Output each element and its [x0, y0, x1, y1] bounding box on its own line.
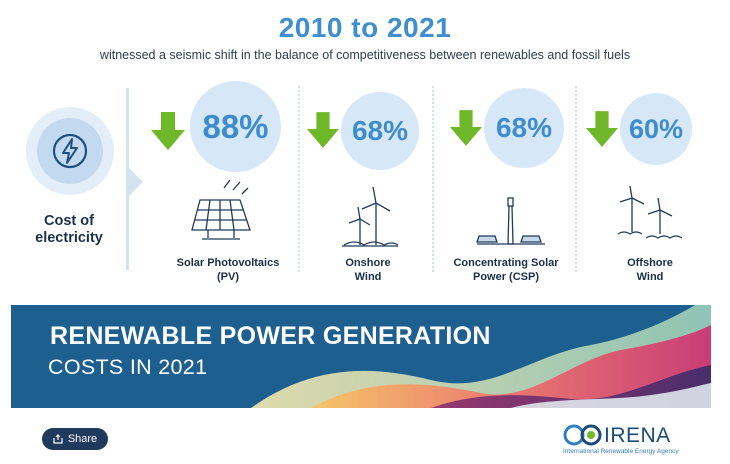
down-arrow-icon	[307, 112, 339, 148]
tech-label-line1: Solar Photovoltaics	[176, 257, 280, 269]
csp-tower-icon	[476, 197, 545, 245]
divider-dotted	[432, 86, 434, 272]
tech-label-line1: Concentrating Solar	[453, 257, 559, 269]
tech-label-line2: Wind	[636, 270, 664, 283]
banner-subtitle: COSTS IN 2021	[48, 355, 208, 379]
divider-dotted	[298, 86, 300, 272]
share-button[interactable]: Share	[42, 428, 108, 450]
tech-percent: 68%	[484, 88, 564, 168]
headline-title: 2010 to 2021	[278, 12, 452, 43]
lightning-bolt-icon	[52, 133, 88, 169]
onshore-wind-icon	[342, 186, 399, 247]
irena-logo-icon	[563, 424, 602, 446]
share-label: Share	[67, 433, 98, 445]
irena-wordmark: IRENA	[604, 424, 671, 447]
tech-label-line1: Offshore	[627, 257, 673, 269]
cost-circle-inner	[37, 118, 103, 184]
cost-label-line1: Cost of	[44, 213, 94, 229]
tech-label: Solar Photovoltaics (PV)	[166, 257, 290, 284]
down-arrow-icon	[586, 111, 618, 147]
divider-dotted	[575, 86, 577, 272]
down-arrow-icon	[450, 110, 482, 146]
solar-panel-icon	[191, 179, 251, 240]
tech-label: Onshore Wind	[318, 257, 418, 284]
tech-percent: 68%	[341, 92, 419, 170]
tech-label-line2: (PV)	[217, 270, 239, 283]
share-icon	[53, 434, 63, 444]
tech-label: Offshore Wind	[604, 257, 696, 284]
cost-label-line2: electricity	[35, 230, 103, 246]
banner-title: RENEWABLE POWER GENERATION	[50, 322, 491, 350]
down-arrow-icon	[151, 112, 185, 150]
irena-tagline: International Renewable Energy Agency	[563, 448, 679, 455]
divider-main	[126, 88, 129, 270]
offshore-wind-icon	[617, 185, 683, 239]
tech-label: Concentrating Solar Power (CSP)	[443, 257, 569, 284]
tech-label-line1: Onshore	[345, 257, 391, 269]
tech-percent: 60%	[620, 93, 692, 165]
banner-wave-graphic	[251, 305, 711, 408]
tech-label-line2: Power (CSP)	[472, 270, 539, 283]
headline-subtitle: witnessed a seismic shift in the balance…	[99, 48, 631, 62]
divider-pointer	[129, 168, 143, 196]
cost-of-electricity-label: Cost of electricity	[10, 213, 128, 247]
tech-percent: 88%	[190, 81, 281, 172]
banner: RENEWABLE POWER GENERATION COSTS IN 2021	[11, 305, 711, 408]
tech-label-line2: Wind	[354, 270, 382, 283]
